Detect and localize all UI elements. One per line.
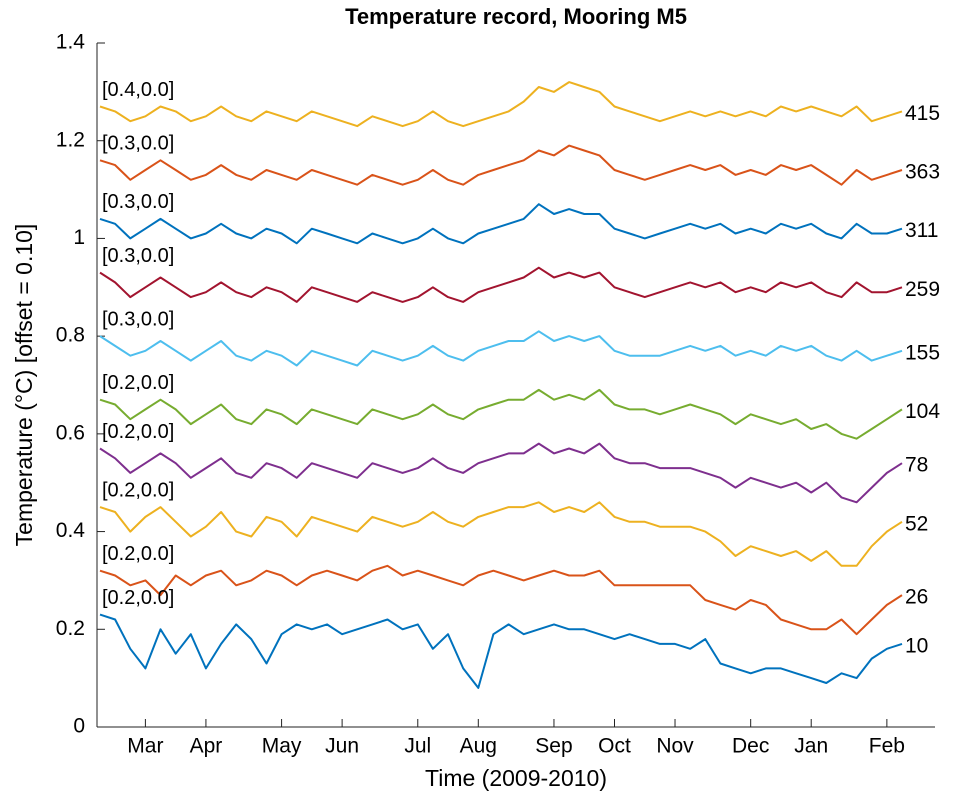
series-line	[99, 388, 903, 440]
series-line	[99, 330, 903, 367]
series-line	[99, 613, 903, 689]
series-name: 78	[905, 454, 928, 477]
x-tick-label: Sep	[535, 735, 572, 758]
y-tick-label: 0.2	[56, 617, 85, 640]
x-tick-label: Feb	[869, 735, 905, 758]
x-tick-label: Aug	[460, 735, 497, 758]
series-name: 26	[905, 586, 928, 609]
y-tick-label: 1	[73, 226, 85, 249]
x-axis-label: Time (2009-2010)	[425, 765, 607, 791]
y-tick-label: 0.8	[56, 324, 85, 347]
series-name: 155	[905, 341, 940, 364]
series-name: 259	[905, 278, 940, 301]
x-tick-label: Jun	[325, 735, 359, 758]
x-tick-label: Apr	[190, 735, 223, 758]
y-tick-label: 0.4	[56, 519, 86, 542]
series-annotation: [0.3,0.0]	[102, 191, 174, 213]
series-line	[99, 266, 903, 303]
series-annotation: [0.2,0.0]	[102, 421, 174, 443]
y-tick-label: 0.6	[56, 421, 85, 444]
series-line	[99, 203, 903, 245]
x-tick-label: Mar	[127, 735, 163, 758]
series-name: 10	[905, 634, 928, 657]
series-name: 311	[905, 219, 938, 242]
x-tick-label: May	[262, 735, 302, 758]
series-line	[99, 564, 903, 636]
series-name: 52	[905, 512, 928, 535]
chart-title: Temperature record, Mooring M5	[345, 4, 687, 29]
x-tick-label: Oct	[598, 735, 631, 758]
series-annotation: [0.2,0.0]	[102, 587, 174, 609]
x-tick-label: Nov	[656, 735, 694, 758]
series-annotation: [0.4,0.0]	[102, 79, 174, 101]
series-annotation: [0.3,0.0]	[102, 308, 174, 330]
y-axis-label: Temperature (°C) [offset = 0.10]	[11, 224, 37, 547]
series-name: 363	[905, 161, 940, 184]
x-tick-label: Dec	[732, 735, 769, 758]
y-tick-label: 1.2	[56, 128, 85, 151]
series-line	[99, 442, 903, 504]
series-line	[99, 144, 903, 186]
series-line	[99, 81, 903, 128]
series-annotation: [0.3,0.0]	[102, 245, 174, 267]
series-annotation: [0.2,0.0]	[102, 372, 174, 394]
y-tick-label: 1.4	[56, 31, 86, 54]
x-tick-label: Jul	[404, 735, 431, 758]
y-tick-label: 0	[73, 715, 85, 738]
series-line	[99, 501, 903, 567]
series-annotation: [0.2,0.0]	[102, 479, 174, 501]
series-annotation: [0.3,0.0]	[102, 133, 174, 155]
series-name: 415	[905, 102, 940, 125]
series-name: 104	[905, 400, 940, 423]
x-tick-label: Jan	[794, 735, 828, 758]
series-annotation: [0.2,0.0]	[102, 543, 174, 565]
